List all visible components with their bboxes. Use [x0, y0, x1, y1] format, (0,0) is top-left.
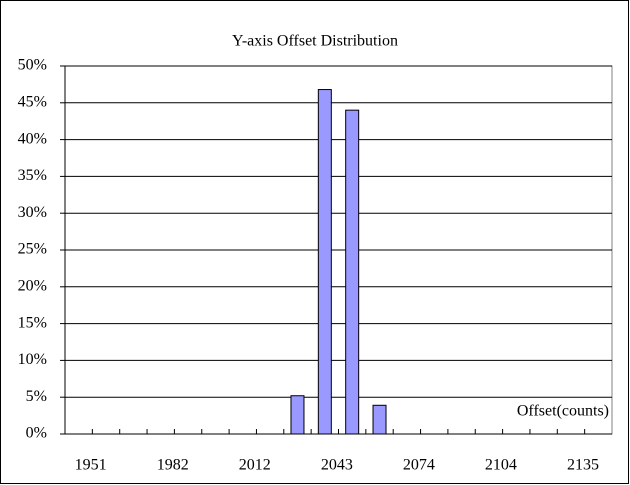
x-tick-label: 1982	[157, 457, 189, 474]
y-tick-label: 35%	[18, 167, 47, 184]
bar	[345, 109, 360, 435]
x-axis-label: Offset(counts)	[517, 403, 609, 420]
y-tick-label: 50%	[18, 57, 47, 74]
x-tick-label: 2012	[239, 457, 271, 474]
y-tick-label: 30%	[18, 204, 47, 221]
y-tick-label: 15%	[18, 314, 47, 331]
bar	[317, 89, 332, 435]
y-tick-label: 20%	[18, 277, 47, 294]
x-tick-label: 2135	[567, 457, 599, 474]
y-tick-label: 10%	[18, 351, 47, 368]
y-tick-label: 0%	[26, 425, 47, 442]
y-tick-label: 40%	[18, 130, 47, 147]
x-tick-label: 2104	[485, 457, 517, 474]
chart-title: Y-axis Offset Distribution	[232, 33, 398, 50]
x-tick-label: 2074	[403, 457, 435, 474]
y-tick-label: 5%	[26, 388, 47, 405]
y-tick-label: 45%	[18, 93, 47, 110]
x-tick-label: 1951	[75, 457, 107, 474]
bar	[290, 395, 305, 435]
bar	[372, 404, 387, 435]
y-tick-label: 25%	[18, 241, 47, 258]
x-tick-label: 2043	[321, 457, 353, 474]
